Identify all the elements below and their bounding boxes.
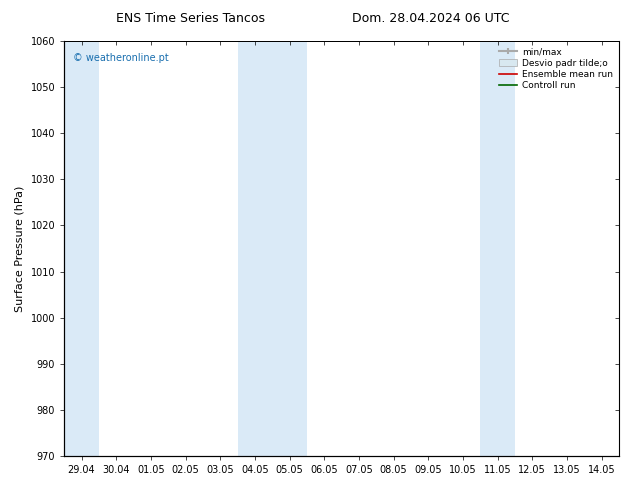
Legend: min/max, Desvio padr tilde;o, Ensemble mean run, Controll run: min/max, Desvio padr tilde;o, Ensemble m… [497,46,614,92]
Text: Dom. 28.04.2024 06 UTC: Dom. 28.04.2024 06 UTC [353,12,510,25]
Text: ENS Time Series Tancos: ENS Time Series Tancos [115,12,265,25]
Bar [238,41,307,456]
Bar [481,41,515,456]
Bar [64,41,99,456]
Y-axis label: Surface Pressure (hPa): Surface Pressure (hPa) [15,185,25,312]
Text: © weatheronline.pt: © weatheronline.pt [72,53,168,64]
